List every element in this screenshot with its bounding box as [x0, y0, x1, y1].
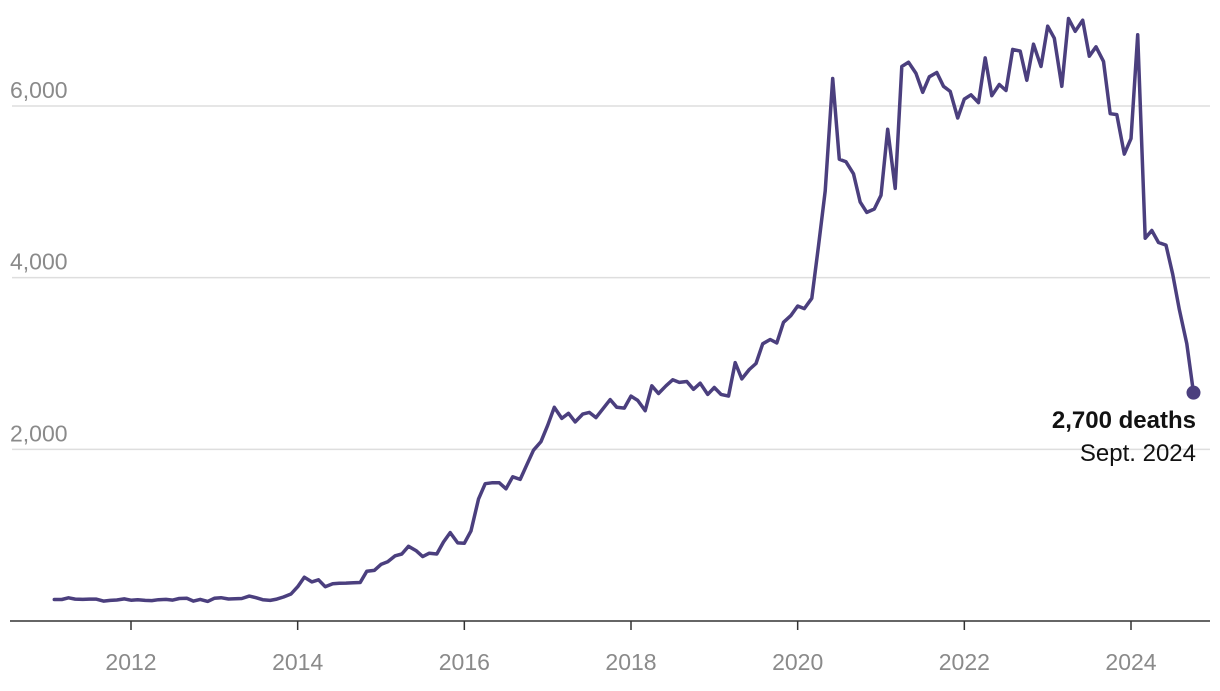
x-tick-label: 2018 [605, 649, 656, 675]
annotation-layer: 2,700 deaths Sept. 2024 [1052, 385, 1201, 467]
y-tick-label: 2,000 [10, 420, 68, 446]
series-layer [52, 16, 1196, 604]
y-tick-label: 4,000 [10, 249, 68, 275]
series-line [52, 16, 1196, 604]
x-tick-label: 2012 [105, 649, 156, 675]
annotation-value-label: 2,700 deaths [1052, 407, 1196, 434]
x-tick-label: 2024 [1105, 649, 1156, 675]
annotation-date-label: Sept. 2024 [1080, 440, 1196, 467]
y-tick-label: 6,000 [10, 77, 68, 103]
endpoint-dot [1186, 385, 1201, 400]
x-axis: 2012 2014 2016 2018 2020 2022 2024 [10, 620, 1210, 675]
x-tick-label: 2022 [939, 649, 990, 675]
x-tick-label: 2014 [272, 649, 323, 675]
grid-layer: 2,000 4,000 6,000 [10, 77, 1210, 451]
x-tick-label: 2020 [772, 649, 823, 675]
x-tick-label: 2016 [439, 649, 490, 675]
